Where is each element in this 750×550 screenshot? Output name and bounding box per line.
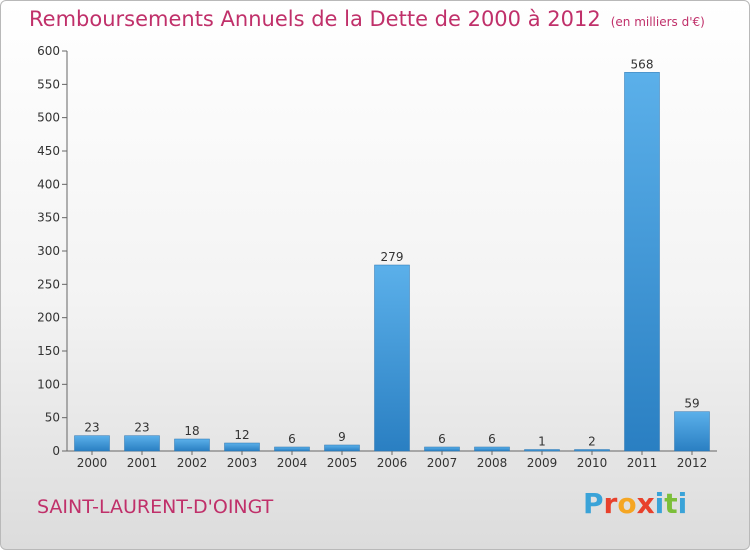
x-tick-label: 2012 — [677, 456, 708, 470]
y-tick-label: 400 — [37, 177, 60, 191]
proxiti-logo[interactable]: Proxiti — [583, 487, 687, 520]
y-tick-label: 350 — [37, 211, 60, 225]
bar-value-label: 1 — [538, 435, 546, 449]
bar-value-label: 9 — [338, 430, 346, 444]
x-tick-label: 2004 — [277, 456, 308, 470]
bar — [174, 438, 210, 452]
bar — [524, 449, 560, 452]
bar-value-label: 59 — [684, 397, 699, 411]
bar — [424, 446, 460, 452]
y-tick-label: 550 — [37, 77, 60, 91]
logo-letter: P — [583, 487, 604, 520]
bar — [574, 449, 610, 452]
y-tick-label: 0 — [52, 444, 60, 458]
y-tick-label: 600 — [37, 44, 60, 58]
x-tick-label: 2008 — [477, 456, 508, 470]
bar-value-label: 18 — [184, 424, 199, 438]
logo-letter: r — [603, 487, 618, 520]
y-tick-label: 500 — [37, 111, 60, 125]
bar-value-label: 6 — [488, 432, 496, 446]
y-tick-label: 200 — [37, 311, 60, 325]
x-tick-label: 2010 — [577, 456, 608, 470]
bar-value-label: 23 — [134, 421, 149, 435]
y-tick-label: 250 — [37, 277, 60, 291]
y-tick-label: 50 — [45, 411, 60, 425]
y-tick-label: 100 — [37, 377, 60, 391]
bar — [324, 444, 360, 452]
x-tick-label: 2006 — [377, 456, 408, 470]
y-tick-label: 450 — [37, 144, 60, 158]
logo-letter: x — [636, 487, 655, 520]
x-tick-label: 2000 — [77, 456, 108, 470]
chart-title-main: Remboursements Annuels de la Dette de 20… — [29, 7, 601, 31]
x-tick-label: 2002 — [177, 456, 208, 470]
bar — [374, 264, 410, 452]
bar — [674, 411, 710, 452]
logo-letter: i — [654, 487, 665, 520]
logo-letter: o — [617, 487, 637, 520]
bar-value-label: 6 — [438, 432, 446, 446]
bar — [624, 72, 660, 452]
bar — [74, 435, 110, 452]
logo-letter: i — [677, 487, 688, 520]
logo-letter: t — [664, 487, 678, 520]
x-tick-label: 2001 — [127, 456, 158, 470]
bar — [274, 446, 310, 452]
y-tick-label: 150 — [37, 344, 60, 358]
x-tick-label: 2011 — [627, 456, 658, 470]
commune-name: SAINT-LAURENT-D'OINGT — [37, 496, 274, 518]
bar-value-label: 568 — [631, 57, 654, 71]
x-tick-label: 2007 — [427, 456, 458, 470]
bar — [474, 446, 510, 452]
bar-value-label: 6 — [288, 432, 296, 446]
x-tick-label: 2009 — [527, 456, 558, 470]
x-tick-label: 2005 — [327, 456, 358, 470]
x-tick-label: 2003 — [227, 456, 258, 470]
bar-value-label: 279 — [381, 250, 404, 264]
bar-value-label: 12 — [234, 428, 249, 442]
bar — [124, 435, 160, 452]
bar-value-label: 23 — [84, 421, 99, 435]
chart-unit: (en milliers d'€) — [610, 15, 705, 29]
bar-value-label: 2 — [588, 435, 596, 449]
bar — [224, 442, 260, 452]
chart-title: Remboursements Annuels de la Dette de 20… — [29, 7, 705, 31]
y-tick-label: 300 — [37, 244, 60, 258]
